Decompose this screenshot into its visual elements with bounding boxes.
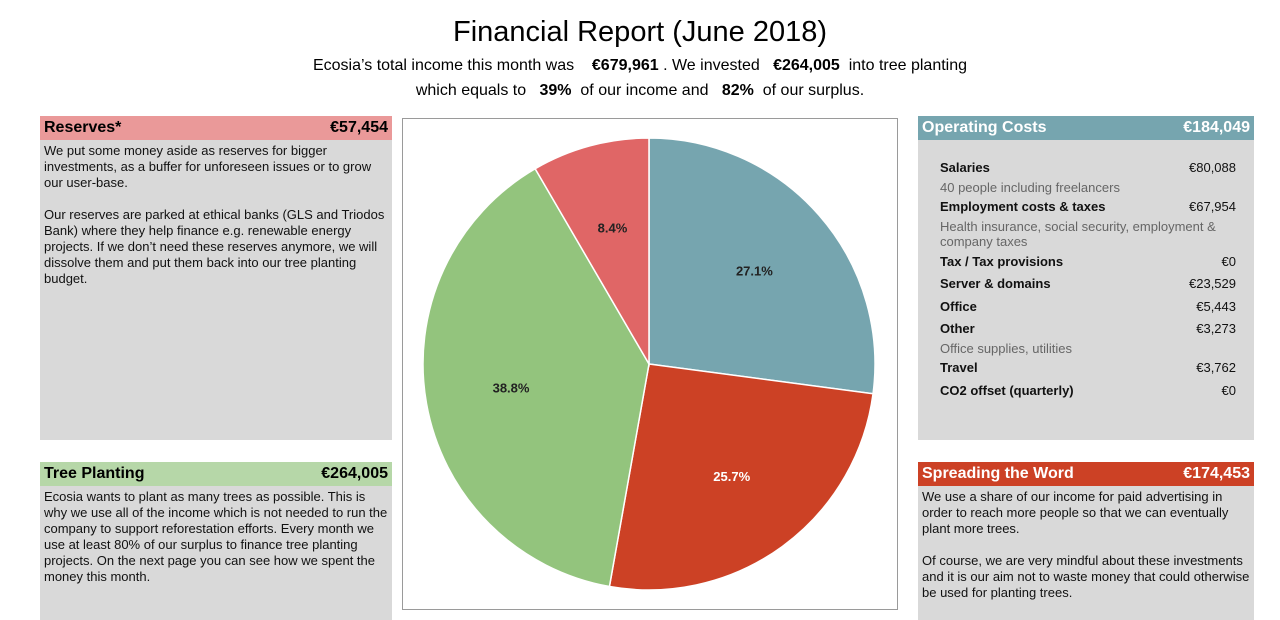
intro-text: of our surplus. <box>762 82 865 99</box>
reserves-title: Reserves* <box>44 119 122 136</box>
spreading-header: Spreading the Word €174,453 <box>918 462 1254 486</box>
spreading-panel: Spreading the Word €174,453 We use a sha… <box>918 462 1254 620</box>
cost-note: Health insurance, social security, emplo… <box>940 218 1216 250</box>
cost-row: CO2 offset (quarterly) €0 <box>940 380 1236 403</box>
cost-label: Salaries <box>940 160 990 175</box>
spreading-amount: €174,453 <box>1183 465 1250 482</box>
spreading-paragraph: Of course, we are very mindful about the… <box>922 553 1250 600</box>
cost-label: Tax / Tax provisions <box>940 253 1064 269</box>
pie-slice <box>422 167 650 588</box>
pie-slice-label: 25.7% <box>713 469 750 484</box>
tree-planting-panel: Tree Planting €264,005 Ecosia wants to p… <box>40 462 392 620</box>
cost-value: €5,443 <box>1196 298 1236 314</box>
spreading-body: We use a share of our income for paid ad… <box>918 486 1254 620</box>
cost-value: €0 <box>1221 382 1236 398</box>
tree-planting-paragraph: Ecosia wants to plant as many trees as p… <box>44 489 388 584</box>
spreading-title: Spreading the Word <box>922 465 1074 482</box>
pie-slice <box>648 137 876 395</box>
operating-costs-panel: Operating Costs €184,049 <box>918 116 1254 440</box>
cost-label: Employment costs & taxes <box>940 199 1106 214</box>
cost-label: Other <box>940 321 975 336</box>
intro-text: into tree planting <box>848 57 968 74</box>
tree-planting-title: Tree Planting <box>44 465 145 482</box>
intro-text: which equals to <box>415 82 527 99</box>
operating-costs-list: Salaries €80,088 40 people including freel… <box>940 157 1236 402</box>
pie-slice <box>608 363 874 591</box>
intro-line-1: Ecosia’s total income this month was €67… <box>0 56 1280 76</box>
operating-costs-header: Operating Costs €184,049 <box>918 116 1254 140</box>
reserves-body: We put some money aside as reserves for … <box>40 140 392 306</box>
tree-planting-amount: €264,005 <box>321 465 388 482</box>
cost-note: 40 people including freelancers <box>940 179 1120 195</box>
pie-slice-label: 8.4% <box>598 221 628 236</box>
operating-costs-title: Operating Costs <box>922 119 1047 136</box>
cost-row: Salaries €80,088 <box>940 157 1236 180</box>
cost-value: €67,954 <box>1189 199 1236 214</box>
cost-label: Travel <box>940 360 978 375</box>
pie-chart-frame: 27.1% 25.7% 38.8% 8.4% <box>402 118 898 610</box>
intro-text: Ecosia’s total income this month was <box>312 57 575 74</box>
reserves-paragraph: Our reserves are parked at ethical banks… <box>44 207 385 286</box>
total-income-value: €679,961 <box>591 57 659 74</box>
pie-slice-label: 27.1% <box>736 264 773 279</box>
intro-text: of our income and <box>580 82 709 99</box>
surplus-percent-value: 82% <box>721 82 754 99</box>
pie-slice <box>534 137 650 367</box>
cost-row: Other €3,273 <box>940 318 1236 341</box>
cost-value: €3,273 <box>1196 321 1236 336</box>
cost-label: Office <box>940 298 977 314</box>
reserves-panel: Reserves* €57,454 We put some money asid… <box>40 116 392 440</box>
tree-planting-header: Tree Planting €264,005 <box>40 462 392 486</box>
cost-row: Employment costs & taxes €67,954 <box>940 196 1236 219</box>
cost-row: Server & domains €23,529 <box>940 273 1236 296</box>
cost-note: Office supplies, utilities <box>940 340 1072 356</box>
pie-slice-label: 38.8% <box>493 381 530 396</box>
reserves-paragraph: We put some money aside as reserves for … <box>44 143 372 190</box>
intro-text: . We invested <box>663 57 760 74</box>
reserves-amount: €57,454 <box>330 119 388 136</box>
cost-row: Travel €3,762 <box>940 357 1236 380</box>
cost-value: €80,088 <box>1189 160 1236 175</box>
page-title: Financial Report (June 2018) <box>453 16 827 48</box>
cost-row: Tax / Tax provisions €0 <box>940 251 1236 274</box>
cost-row: Office €5,443 <box>940 296 1236 319</box>
intro-line-2: which equals to 39% of our income and 82… <box>0 81 1280 101</box>
cost-label: CO2 offset (quarterly) <box>940 382 1074 398</box>
income-percent-value: 39% <box>539 82 572 99</box>
tree-planting-body: Ecosia wants to plant as many trees as p… <box>40 486 392 604</box>
cost-value: €0 <box>1221 253 1236 269</box>
pie-chart: 27.1% 25.7% 38.8% 8.4% <box>422 137 876 591</box>
cost-label: Server & domains <box>940 276 1051 291</box>
operating-costs-amount: €184,049 <box>1183 119 1250 136</box>
cost-value: €23,529 <box>1189 276 1236 291</box>
spreading-paragraph: We use a share of our income for paid ad… <box>922 489 1229 536</box>
reserves-header: Reserves* €57,454 <box>40 116 392 140</box>
invested-value: €264,005 <box>773 57 840 74</box>
cost-value: €3,762 <box>1196 360 1236 375</box>
